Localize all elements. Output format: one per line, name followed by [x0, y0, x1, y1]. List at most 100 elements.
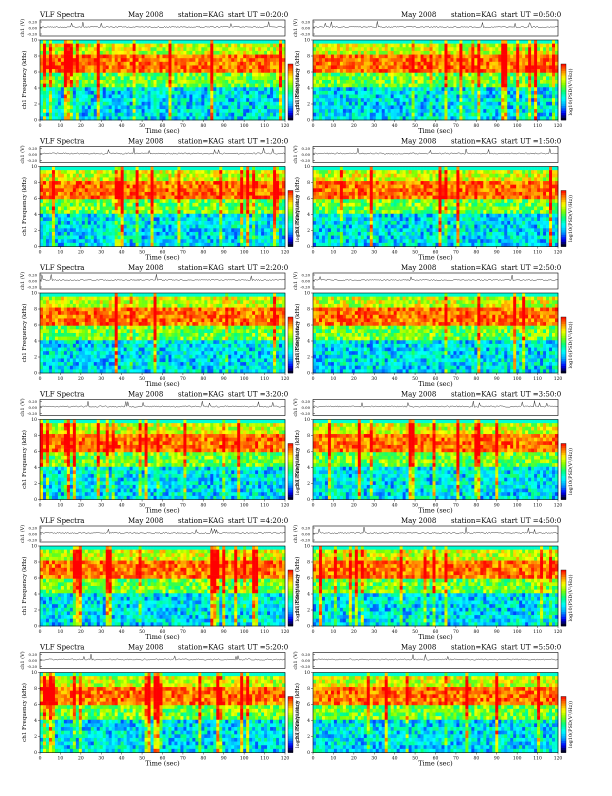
spectrogram-cell — [210, 44, 213, 48]
spectrogram-cell — [136, 51, 139, 55]
spectrogram-cell — [67, 47, 70, 51]
spectrogram-cell — [91, 73, 94, 77]
spectrogram-cell — [79, 62, 82, 66]
spectrogram-cell — [61, 51, 64, 55]
spectrogram-cell — [168, 62, 171, 66]
spectrogram-cell — [109, 69, 112, 73]
spectrogram-cell — [67, 55, 70, 59]
spectrogram-cell — [73, 47, 76, 51]
spectrogram-cell — [82, 44, 85, 48]
spectrogram-cell — [249, 58, 252, 62]
spectrogram-cell — [139, 84, 142, 88]
spectrogram-cell — [46, 84, 49, 88]
spectrogram-cell — [43, 62, 46, 66]
spectrogram-cell — [186, 95, 189, 99]
spectrogram-cell — [97, 87, 100, 91]
spectrogram-cell — [243, 102, 246, 106]
spectrogram-cell — [118, 55, 121, 59]
spectrogram-cell — [112, 102, 115, 106]
spectrogram-cell — [130, 58, 133, 62]
spectrogram-cell — [160, 91, 163, 95]
spectrogram-cell — [264, 65, 267, 69]
spectrogram-cell — [207, 76, 210, 80]
spectrogram-cell — [64, 62, 67, 66]
spectrogram-cell — [154, 47, 157, 51]
spectrogram-cell — [154, 44, 157, 48]
spectrogram-cell — [91, 51, 94, 55]
spectrogram-cell — [139, 91, 142, 95]
spectrogram-cell — [207, 62, 210, 66]
spectrogram-cell — [225, 58, 228, 62]
spectrogram-cell — [243, 65, 246, 69]
spectrogram-cell — [249, 80, 252, 84]
spectrogram-cell — [219, 55, 222, 59]
spectrogram-cell — [198, 105, 201, 109]
spectrogram-cell — [258, 47, 261, 51]
spectrogram-cell — [240, 80, 243, 84]
spectrogram-cell — [58, 98, 61, 102]
spectrogram-cell — [76, 76, 79, 80]
spectrogram-cell — [142, 80, 145, 84]
spectrogram-cell — [228, 65, 231, 69]
spectrogram-cell — [195, 76, 198, 80]
spectrogram-cell — [270, 98, 273, 102]
spectrogram-cell — [225, 55, 228, 59]
spectrogram-cell — [61, 95, 64, 99]
spectrogram-cell — [163, 40, 166, 44]
spectrogram-cell — [267, 73, 270, 77]
spectrogram-cell — [55, 62, 58, 66]
spectrogram-cell — [70, 47, 73, 51]
spectrogram-cell — [127, 69, 130, 73]
spectrogram-cell — [148, 105, 151, 109]
spectrogram-cell — [82, 80, 85, 84]
spectrogram-cell — [213, 95, 216, 99]
spectrogram-cell — [261, 80, 264, 84]
spectrogram-cell — [204, 98, 207, 102]
spectrogram-cell — [165, 105, 168, 109]
spectrogram-cell — [46, 73, 49, 77]
spectrogram-cell — [127, 44, 130, 48]
spectrogram-cell — [115, 95, 118, 99]
spectrogram-cell — [183, 62, 186, 66]
spectrogram-cell — [151, 76, 154, 80]
spectrogram-cell — [118, 95, 121, 99]
spectrogram-cell — [207, 44, 210, 48]
spectrogram-cell — [145, 105, 148, 109]
spectrogram-cell — [46, 51, 49, 55]
spectrogram-cell — [145, 84, 148, 88]
spectrogram-cell — [168, 105, 171, 109]
spectrogram-cell — [58, 44, 61, 48]
spectrogram-cell — [55, 55, 58, 59]
spectrogram-cell — [46, 44, 49, 48]
spectrogram-cell — [180, 76, 183, 80]
spectrogram-cell — [88, 91, 91, 95]
spectrogram-cell — [115, 65, 118, 69]
spectrogram-cell — [195, 44, 198, 48]
spectrogram-cell — [106, 87, 109, 91]
spectrogram-cell — [264, 58, 267, 62]
spectrogram-cell — [273, 40, 276, 44]
spectrogram-cell — [148, 73, 151, 77]
spectrogram-cell — [240, 65, 243, 69]
spectrogram-cell — [213, 55, 216, 59]
spectrogram-cell — [136, 91, 139, 95]
panel-date: May 2008 — [128, 11, 163, 19]
spectrogram-cell — [183, 40, 186, 44]
spectrogram-cell — [216, 40, 219, 44]
spectrogram-cell — [252, 51, 255, 55]
spectrogram-cell — [55, 44, 58, 48]
spectrogram-cell — [246, 84, 249, 88]
spectrogram-cell — [213, 87, 216, 91]
spectrogram-cell — [213, 58, 216, 62]
spectrogram-cell — [204, 76, 207, 80]
spectrogram-cell — [106, 80, 109, 84]
spectrogram-cell — [174, 80, 177, 84]
spectrogram-cell — [145, 76, 148, 80]
spectrogram-cell — [237, 91, 240, 95]
spectrogram-cell — [73, 65, 76, 69]
spectrogram-cell — [234, 95, 237, 99]
spectrogram-cell — [210, 102, 213, 106]
spectrogram-cell — [145, 65, 148, 69]
spectrogram-cell — [148, 80, 151, 84]
spectrogram-cell — [216, 62, 219, 66]
